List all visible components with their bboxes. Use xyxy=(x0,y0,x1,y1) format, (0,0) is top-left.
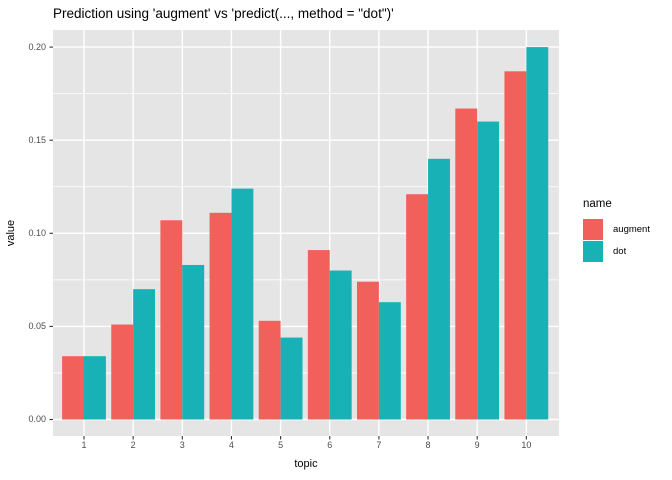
x-axis-tick-label: 6 xyxy=(327,440,333,450)
bar-augment-topic-8 xyxy=(406,194,429,420)
bar-dot-topic-10 xyxy=(526,47,549,420)
bar-dot-topic-2 xyxy=(133,289,156,420)
bar-augment-topic-2 xyxy=(111,324,134,420)
y-axis-tick-label: 0.00 xyxy=(28,414,46,424)
x-axis-tick-label: 1 xyxy=(81,440,87,450)
bar-dot-topic-9 xyxy=(477,121,500,420)
bar-augment-topic-6 xyxy=(307,250,330,420)
y-axis-tick-label: 0.20 xyxy=(28,41,46,52)
bar-augment-topic-1 xyxy=(62,356,84,420)
y-axis-tick-label: 0.05 xyxy=(28,320,46,331)
y-axis-tick-label: 0.10 xyxy=(28,227,46,238)
x-axis-tick-label: 5 xyxy=(278,440,284,450)
bar-augment-topic-7 xyxy=(357,281,379,420)
legend-label-augment: augment xyxy=(613,223,650,235)
x-axis-tick-label: 4 xyxy=(228,440,234,450)
legend-item-augment: augment xyxy=(583,218,650,240)
y-axis-title: value xyxy=(5,219,17,247)
x-axis-tick-label: 3 xyxy=(179,440,185,450)
y-axis-tick-label: 0.15 xyxy=(28,134,46,145)
x-axis-tick-label: 2 xyxy=(130,440,136,450)
bar-dot-topic-8 xyxy=(428,158,450,420)
bar-dot-topic-3 xyxy=(182,264,205,420)
bar-dot-topic-5 xyxy=(280,337,303,420)
bar-dot-topic-6 xyxy=(329,270,352,420)
legend-title: name xyxy=(583,198,612,210)
legend-label-dot: dot xyxy=(613,245,627,257)
x-axis-tick-label: 10 xyxy=(521,440,532,450)
bar-dot-topic-7 xyxy=(378,302,401,420)
legend-item-dot: dot xyxy=(583,240,650,262)
x-axis-tick-label: 9 xyxy=(474,440,480,450)
x-axis-tick-label: 8 xyxy=(425,440,431,450)
bar-augment-topic-5 xyxy=(258,320,281,420)
plot-title: Prediction using 'augment' vs 'predict(.… xyxy=(53,6,394,21)
x-axis-tick-labels: 1 2 3 4 5 6 7 8 9 10 xyxy=(0,440,672,452)
bar-augment-topic-4 xyxy=(209,212,232,420)
bar-augment-topic-9 xyxy=(455,108,478,420)
x-axis-title: topic xyxy=(294,458,318,470)
bar-augment-topic-3 xyxy=(160,220,183,420)
bar-dot-topic-4 xyxy=(231,188,254,420)
bar-augment-topic-10 xyxy=(504,71,527,420)
legend: name augment dot xyxy=(583,198,650,262)
legend-swatch-augment xyxy=(583,218,603,240)
x-axis-tick-label: 7 xyxy=(376,440,382,450)
bar-dot-topic-1 xyxy=(84,356,106,420)
legend-swatch-dot xyxy=(583,240,603,262)
